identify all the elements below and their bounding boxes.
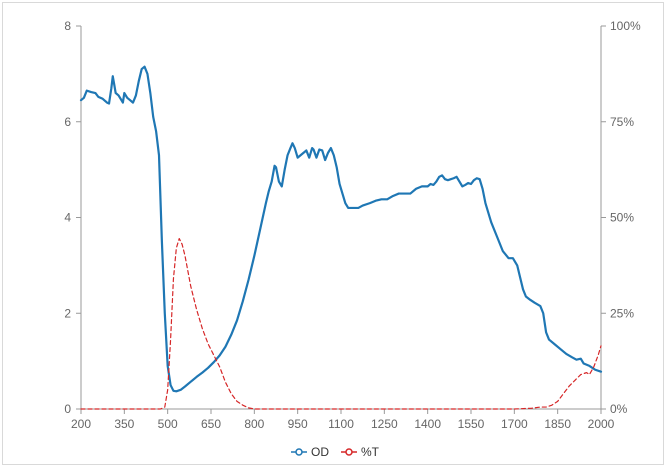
y-left-tick-label: 8 bbox=[64, 19, 71, 33]
legend-marker bbox=[345, 448, 353, 456]
chart-series-layer bbox=[79, 65, 603, 410]
y-right-tick-label: 75% bbox=[610, 115, 634, 129]
y-left-tick-label: 6 bbox=[64, 115, 71, 129]
chart-axes bbox=[80, 26, 602, 410]
legend-label[interactable]: %T bbox=[361, 445, 380, 459]
x-tick-label: 1100 bbox=[328, 417, 354, 431]
legend-label[interactable]: OD bbox=[311, 445, 329, 459]
x-tick-label: 350 bbox=[114, 417, 134, 431]
y-left-tick-label: 2 bbox=[64, 306, 71, 320]
x-tick-label: 1850 bbox=[544, 417, 571, 431]
x-tick-label: 800 bbox=[244, 417, 264, 431]
x-tick-label: 650 bbox=[201, 417, 221, 431]
y-right-tick-label: 0% bbox=[610, 402, 628, 416]
x-tick-label: 500 bbox=[158, 417, 178, 431]
x-tick-label: 1550 bbox=[458, 417, 485, 431]
x-tick-label: 2000 bbox=[588, 417, 615, 431]
x-tick-label: 950 bbox=[288, 417, 308, 431]
legend-marker bbox=[295, 448, 303, 456]
y-left-tick-label: 4 bbox=[64, 211, 71, 225]
y-right-tick-label: 50% bbox=[610, 211, 634, 225]
y-right-tick-label: 100% bbox=[610, 19, 641, 33]
x-tick-label: 1700 bbox=[501, 417, 528, 431]
y-left-tick-label: 0 bbox=[64, 402, 71, 416]
x-tick-label: 200 bbox=[71, 417, 91, 431]
y-right-tick-label: 25% bbox=[610, 306, 634, 320]
series-line-transmission bbox=[80, 237, 602, 410]
series-line-od bbox=[79, 65, 603, 393]
x-tick-label: 1250 bbox=[371, 417, 398, 431]
chart-ticks: 200 350 500 650 800 950 1100 1250 1400 1550 1700 18… bbox=[64, 19, 641, 431]
chart-legend: OD %T bbox=[291, 445, 380, 459]
x-tick-label: 1400 bbox=[414, 417, 441, 431]
